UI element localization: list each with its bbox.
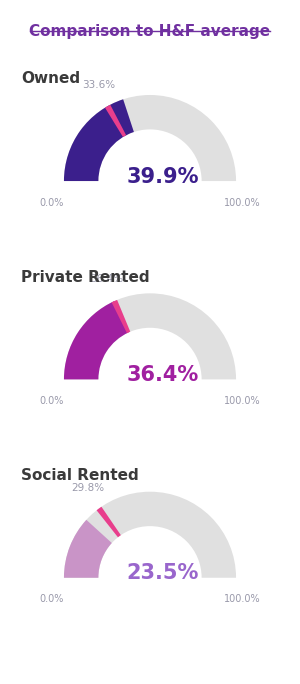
Text: Owned: Owned xyxy=(21,71,80,86)
Text: Social Rented: Social Rented xyxy=(21,468,139,483)
Wedge shape xyxy=(64,95,236,181)
Text: 39.9%: 39.9% xyxy=(127,167,199,187)
Text: 33.6%: 33.6% xyxy=(82,79,115,90)
Wedge shape xyxy=(64,99,134,181)
Text: 29.8%: 29.8% xyxy=(71,483,104,493)
Text: 23.5%: 23.5% xyxy=(127,564,199,583)
Wedge shape xyxy=(112,300,130,333)
Text: Comparison to H&F average: Comparison to H&F average xyxy=(29,24,271,39)
Wedge shape xyxy=(64,520,112,578)
Text: 36.4%: 36.4% xyxy=(90,274,123,284)
Text: 0.0%: 0.0% xyxy=(40,396,64,406)
Wedge shape xyxy=(64,492,236,578)
Text: 0.0%: 0.0% xyxy=(40,198,64,207)
Text: 36.4%: 36.4% xyxy=(127,365,199,385)
Text: Private Rented: Private Rented xyxy=(21,269,150,285)
Text: 100.0%: 100.0% xyxy=(224,198,260,207)
Wedge shape xyxy=(64,293,236,380)
Wedge shape xyxy=(105,105,126,137)
Wedge shape xyxy=(97,507,121,537)
Text: 0.0%: 0.0% xyxy=(40,594,64,604)
Text: 100.0%: 100.0% xyxy=(224,594,260,604)
Text: 100.0%: 100.0% xyxy=(224,396,260,406)
Wedge shape xyxy=(64,301,129,380)
